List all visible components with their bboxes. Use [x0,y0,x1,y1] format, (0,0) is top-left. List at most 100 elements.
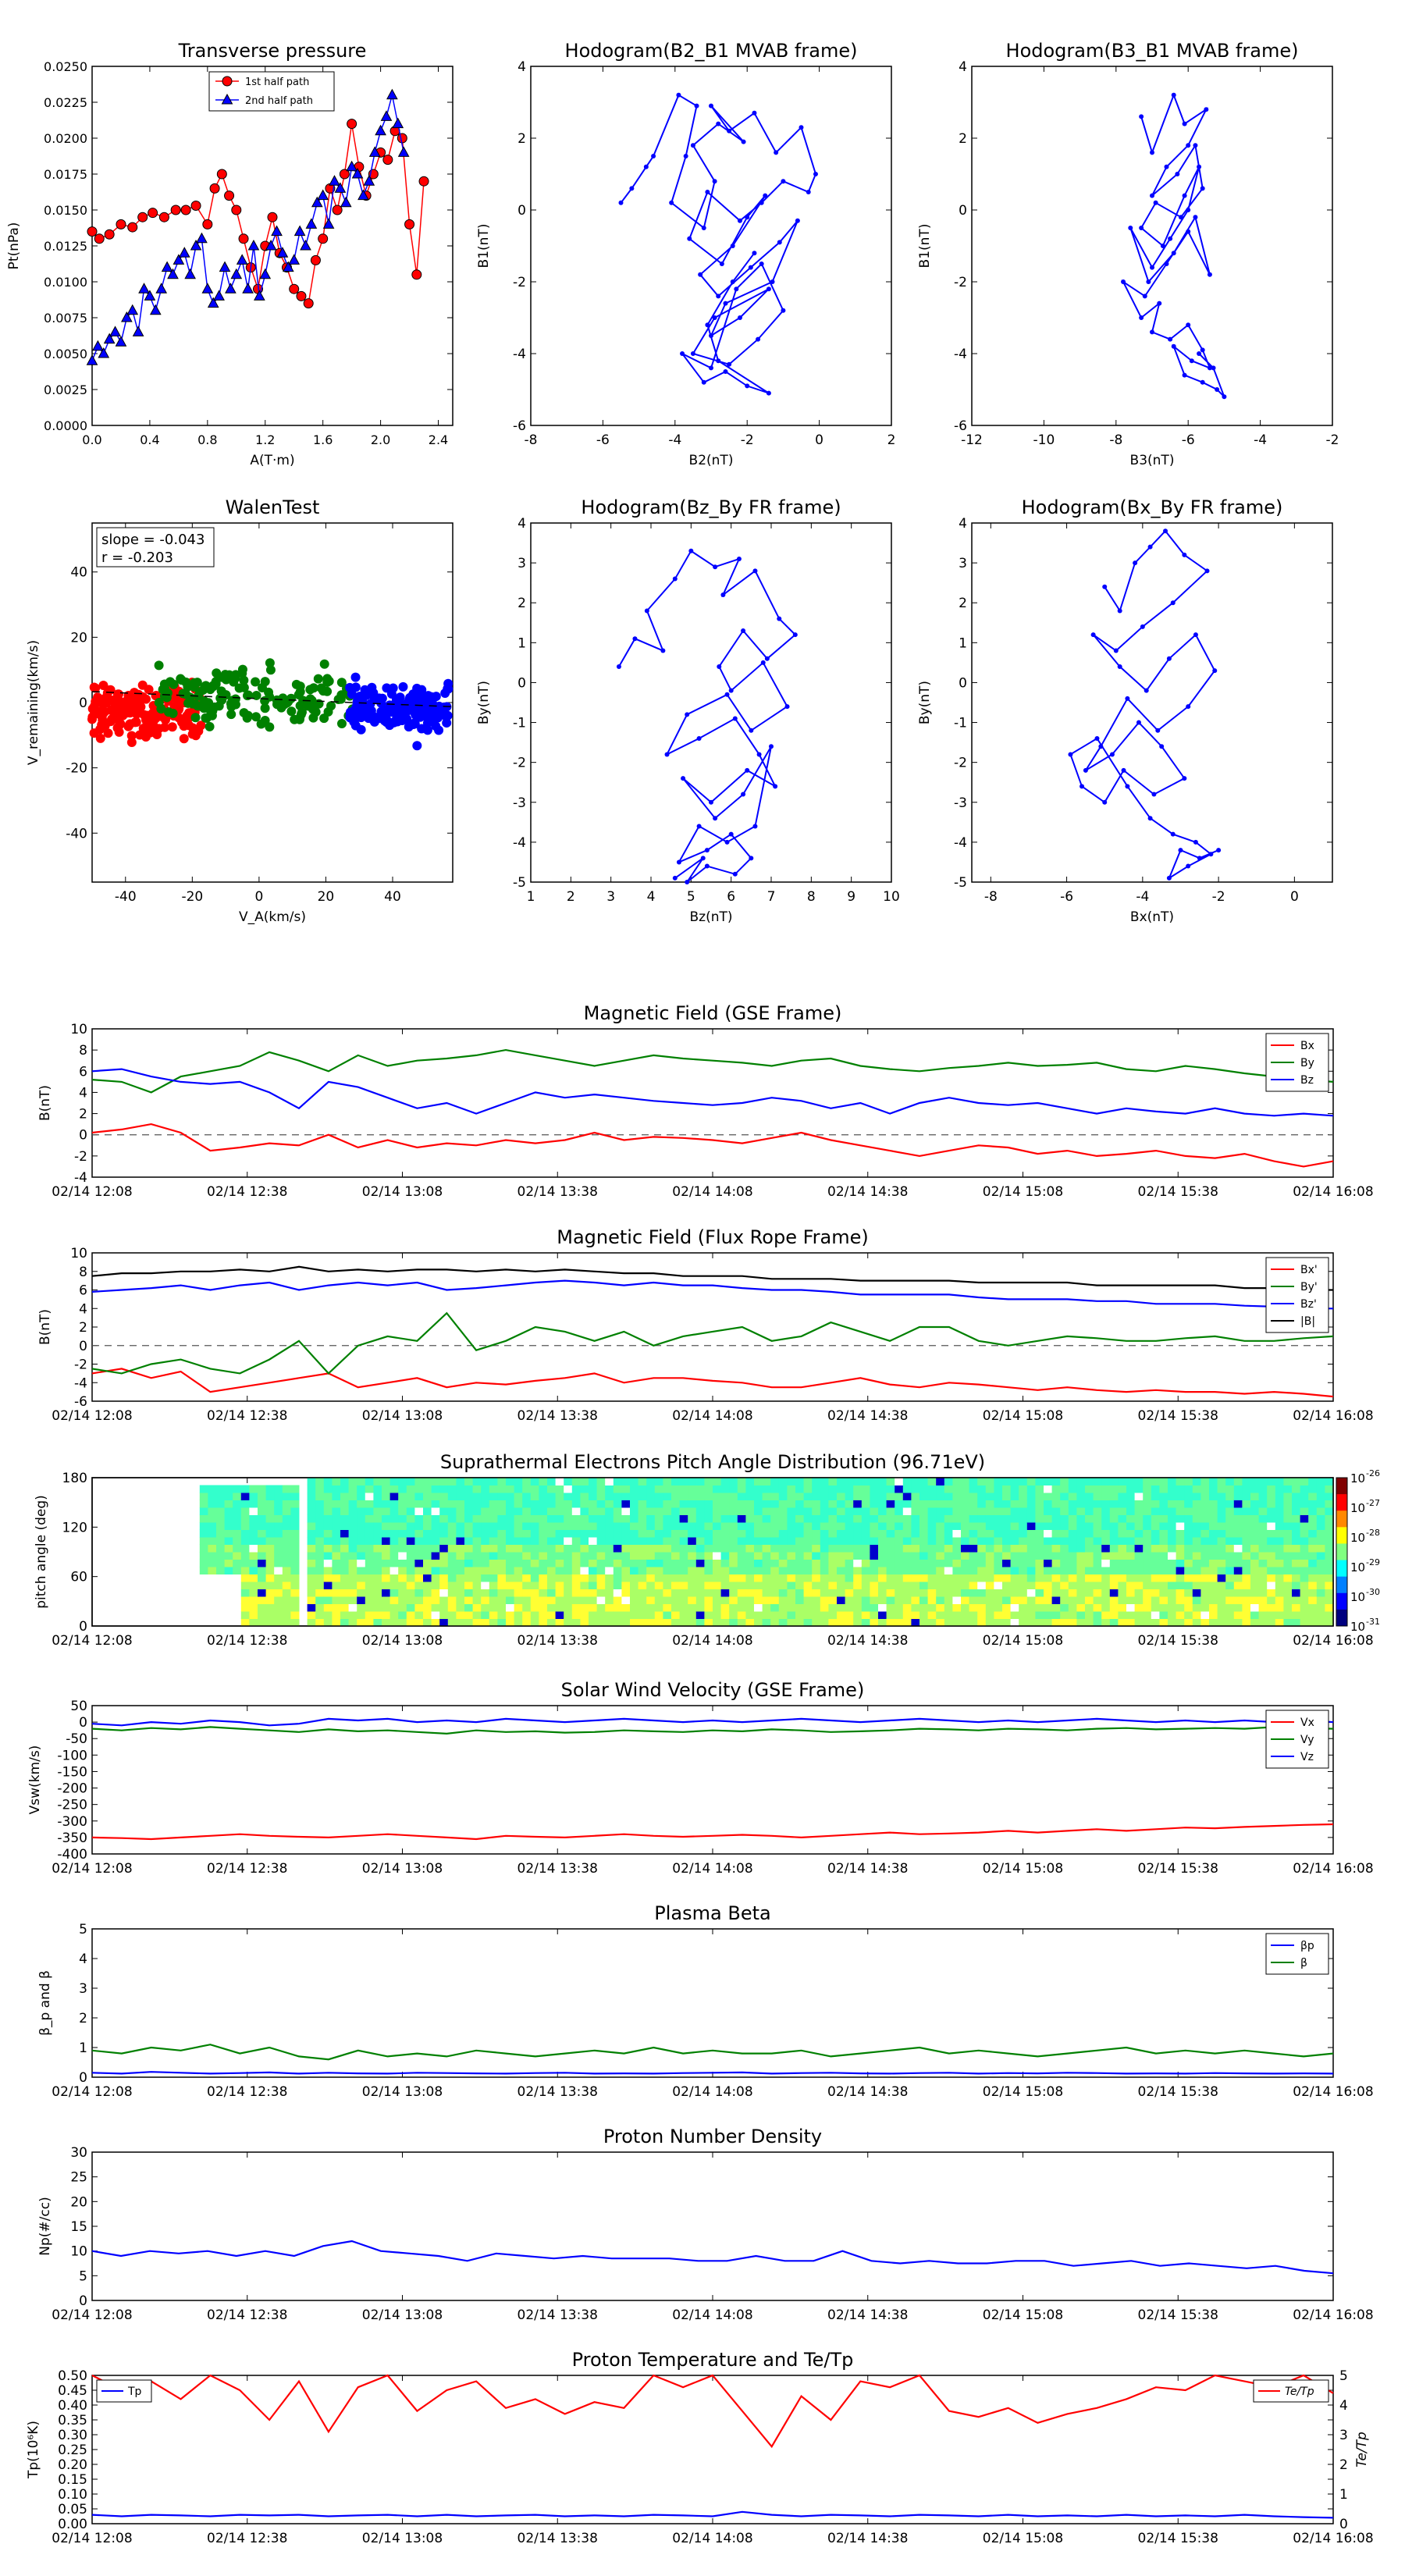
y-tick-label: 120 [62,1520,87,1535]
heatmap-cell [398,1478,407,1485]
heatmap-cell [621,1485,631,1493]
heatmap-cell [837,1522,846,1530]
heatmap-cell [754,1582,763,1589]
heatmap-cell [1192,1596,1201,1604]
heatmap-cell [1051,1529,1061,1538]
heatmap-cell [1109,1537,1119,1545]
series-line-Bx' [91,1368,1334,1398]
heatmap-cell [1076,1552,1086,1560]
heatmap-cell [1300,1537,1309,1545]
heatmap-cell [977,1603,987,1612]
heatmap-cell [919,1618,929,1627]
scatter-point-green [324,676,334,686]
plot-frame [91,1252,1334,1402]
heatmap-cell [539,1552,548,1560]
heatmap-cell [1035,1552,1044,1560]
heatmap-cell [1258,1478,1268,1485]
heatmap-cell [1010,1552,1019,1560]
heatmap-cell [927,1514,937,1523]
scatter-point-green [168,708,178,718]
hodogram-point [1170,600,1176,606]
heatmap-cell [787,1529,796,1538]
heatmap-cell [630,1493,639,1500]
heatmap-cell [713,1582,722,1589]
heatmap-cell [514,1559,523,1567]
scatter-point-green [201,713,211,723]
y-tick-label: 5 [79,2268,87,2284]
heatmap-cell [1068,1611,1077,1619]
heatmap-cell [729,1529,738,1538]
heatmap-cell [340,1618,350,1627]
heatmap-cell [638,1582,647,1589]
heatmap-cell [382,1582,391,1589]
y-tick-label: -4 [954,347,967,362]
heatmap-cell [671,1567,681,1574]
heatmap-cell [1109,1522,1119,1530]
heatmap-cell [745,1529,755,1538]
heatmap-cell [282,1500,291,1508]
heatmap-cell [621,1522,631,1530]
heatmap-cell [389,1544,399,1553]
heatmap-cell [820,1559,829,1567]
heatmap-cell [886,1500,895,1508]
heatmap-cell [713,1544,722,1553]
heatmap-cell [737,1603,746,1612]
heatmap-cell [365,1537,374,1545]
heatmap-cell [911,1559,920,1567]
heatmap-cell [803,1537,813,1545]
heatmap-cell [688,1559,697,1567]
heatmap-cell [406,1559,415,1567]
heatmap-cell [795,1514,805,1523]
heatmap-cell [795,1596,805,1604]
heatmap-cell [1300,1507,1309,1515]
heatmap-cell [902,1603,912,1612]
heatmap-cell [1126,1596,1136,1604]
heatmap-cell [233,1559,242,1567]
hodogram-point [709,799,713,805]
colorbar-label: 10 [1350,1501,1365,1515]
heatmap-cell [1134,1529,1144,1538]
time-tick-label: 02/14 16:08 [1293,1633,1373,1649]
heatmap-cell [389,1537,399,1545]
heatmap-cell [1044,1514,1053,1523]
heatmap-cell [1035,1544,1044,1553]
heatmap-cell [713,1552,722,1560]
heatmap-cell [539,1574,548,1582]
heatmap-cell [828,1544,838,1553]
heatmap-cell [431,1559,440,1567]
scatter-point-green [251,690,261,700]
colorbar-exponent: -28 [1366,1528,1380,1538]
data-point-triangle [178,247,190,258]
heatmap-cell [770,1567,780,1574]
heatmap-cell [1168,1611,1177,1619]
heatmap-cell [530,1485,539,1493]
heatmap-cell [439,1514,449,1523]
scatter-point-green [256,719,266,729]
heatmap-cell [638,1603,647,1612]
heatmap-cell [1068,1522,1077,1530]
heatmap-cell [596,1514,606,1523]
heatmap-cell [522,1582,532,1589]
heatmap-cell [886,1552,895,1560]
heatmap-cell [952,1485,962,1493]
y-tick-label: -300 [57,1814,87,1830]
heatmap-cell [745,1618,755,1627]
heatmap-cell [663,1544,672,1553]
heatmap-cell [646,1552,656,1560]
y-tick-label: -4 [513,347,526,362]
time-tick-label: 02/14 12:08 [52,1633,132,1649]
heatmap-cell [357,1500,366,1508]
heatmap-cell [406,1589,415,1597]
data-point-circle [303,298,314,309]
time-tick-label: 02/14 12:38 [207,1633,287,1649]
heatmap-cell [737,1537,746,1545]
y-axis-label: B1(nT) [917,224,933,269]
heatmap-cell [1126,1582,1136,1589]
heatmap-cell [902,1529,912,1538]
heatmap-cell [464,1537,474,1545]
heatmap-cell [671,1537,681,1545]
heatmap-cell [1225,1522,1235,1530]
heatmap-cell [589,1537,598,1545]
heatmap-cell [233,1544,242,1553]
